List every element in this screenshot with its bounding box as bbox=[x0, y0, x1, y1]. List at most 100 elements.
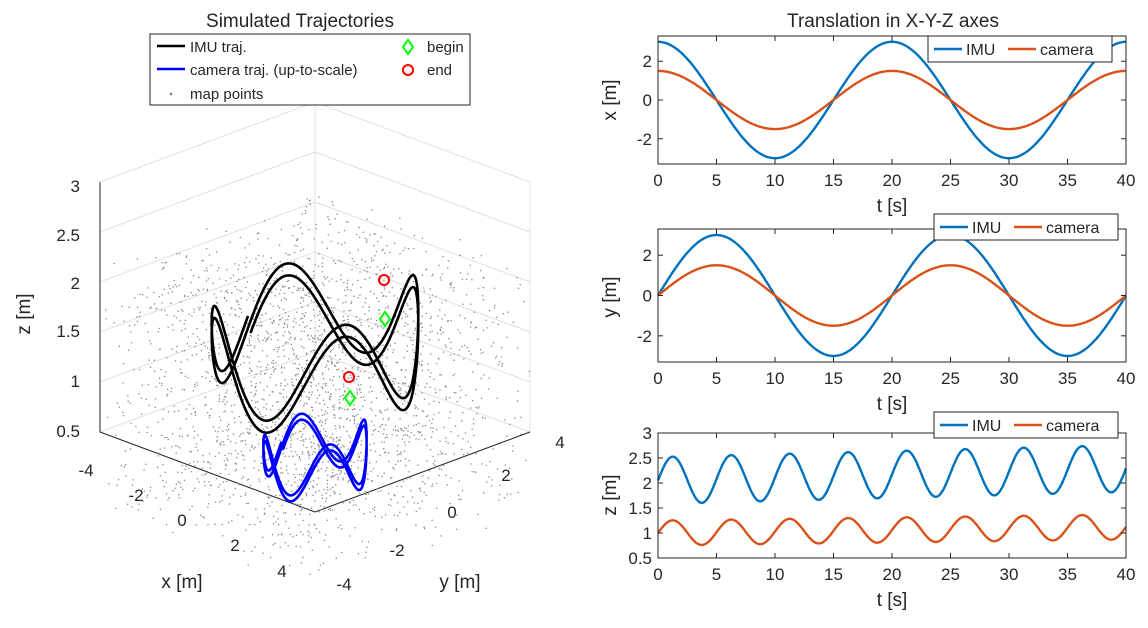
legend-label-IMU: IMU bbox=[972, 418, 1001, 435]
map-point bbox=[265, 263, 267, 265]
map-point bbox=[311, 391, 313, 393]
map-point bbox=[374, 233, 376, 235]
map-point bbox=[331, 405, 334, 408]
map-point bbox=[348, 479, 350, 482]
map-point bbox=[402, 434, 405, 436]
map-point bbox=[166, 395, 168, 397]
map-point bbox=[263, 512, 266, 515]
map-point bbox=[227, 291, 229, 294]
map-point bbox=[142, 500, 144, 502]
map-point bbox=[462, 303, 464, 306]
map-point bbox=[197, 449, 199, 452]
map-point bbox=[345, 294, 347, 297]
map-point bbox=[148, 404, 150, 407]
map-point bbox=[262, 552, 264, 554]
map-point bbox=[186, 358, 189, 361]
map-point bbox=[506, 336, 508, 339]
map-point bbox=[335, 362, 338, 364]
map-point bbox=[322, 377, 325, 380]
map-point bbox=[129, 402, 131, 405]
map-point bbox=[343, 281, 345, 284]
map-point bbox=[460, 448, 463, 451]
map-point bbox=[147, 287, 150, 289]
map-point bbox=[197, 434, 199, 436]
x-tick-label: 20 bbox=[883, 565, 902, 584]
map-point bbox=[197, 288, 199, 291]
map-point bbox=[338, 398, 341, 401]
map-point bbox=[339, 524, 342, 527]
map-point bbox=[304, 294, 306, 296]
map-point bbox=[314, 263, 316, 266]
map-point bbox=[171, 433, 174, 435]
map-point bbox=[192, 407, 195, 410]
map-point bbox=[391, 476, 393, 479]
map-point bbox=[247, 478, 250, 481]
map-point bbox=[216, 269, 219, 272]
map-point bbox=[124, 450, 127, 452]
map-point bbox=[195, 443, 198, 445]
map-point bbox=[177, 471, 179, 473]
map-point bbox=[470, 463, 472, 465]
map-point bbox=[174, 359, 177, 362]
map-point bbox=[358, 455, 360, 458]
map-point bbox=[350, 302, 352, 304]
map-point bbox=[191, 505, 193, 508]
map-point bbox=[292, 362, 294, 364]
map-point bbox=[258, 360, 261, 363]
map-point bbox=[288, 338, 291, 340]
map-point bbox=[396, 297, 399, 299]
map-point bbox=[355, 504, 357, 506]
map-point bbox=[171, 324, 174, 326]
map-point bbox=[319, 338, 321, 341]
map-point bbox=[296, 453, 298, 456]
map-point bbox=[308, 487, 311, 490]
map-point bbox=[218, 426, 220, 429]
x-axis-label: t [s] bbox=[877, 590, 908, 611]
map-point bbox=[313, 500, 316, 502]
map-point bbox=[396, 361, 399, 364]
map-point bbox=[302, 297, 305, 300]
map-point bbox=[474, 471, 476, 473]
map-point bbox=[511, 478, 513, 480]
map-point bbox=[252, 296, 254, 299]
map-point bbox=[180, 486, 182, 488]
map-point bbox=[220, 441, 222, 444]
map-point bbox=[368, 361, 371, 363]
map-point bbox=[323, 328, 325, 331]
map-point bbox=[270, 426, 273, 428]
map-point bbox=[207, 371, 209, 374]
map-point bbox=[326, 364, 328, 367]
map-point bbox=[146, 296, 148, 299]
map-point bbox=[366, 271, 368, 273]
map-point bbox=[340, 446, 342, 449]
map-point bbox=[167, 292, 170, 294]
map-point bbox=[394, 409, 396, 412]
map-point bbox=[208, 356, 210, 359]
map-point bbox=[240, 308, 242, 310]
map-point bbox=[332, 348, 335, 350]
map-point bbox=[282, 308, 285, 311]
map-point bbox=[190, 412, 193, 415]
map-point bbox=[430, 371, 432, 374]
map-point bbox=[386, 305, 389, 307]
map-point bbox=[136, 306, 139, 309]
map-point bbox=[368, 377, 371, 379]
map-point bbox=[301, 306, 303, 308]
map-point bbox=[308, 457, 310, 460]
map-point bbox=[377, 490, 379, 493]
map-point bbox=[309, 513, 311, 516]
map-point bbox=[116, 402, 119, 404]
map-point bbox=[302, 289, 304, 292]
map-point bbox=[403, 311, 405, 313]
map-point bbox=[122, 362, 125, 365]
map-point bbox=[187, 336, 189, 338]
map-point bbox=[368, 277, 371, 279]
map-point bbox=[358, 456, 360, 459]
map-point bbox=[254, 523, 256, 526]
map-point bbox=[375, 319, 378, 322]
map-point bbox=[262, 255, 264, 257]
map-point bbox=[369, 407, 372, 409]
x-tick-label: 30 bbox=[1000, 565, 1019, 584]
map-point bbox=[447, 260, 450, 262]
z-tick-label: 1 bbox=[71, 372, 80, 391]
